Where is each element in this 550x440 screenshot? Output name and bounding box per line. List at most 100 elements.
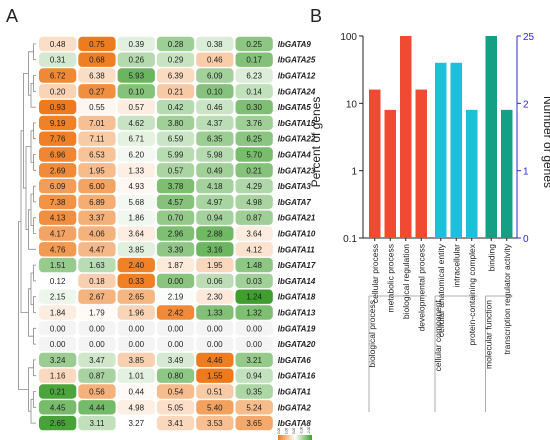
- heatmap-cell-value: 5.93: [128, 72, 144, 81]
- heatmap-cell-value: 0.48: [50, 40, 66, 49]
- go-category-label: biological regulation: [401, 244, 411, 319]
- heatmap-cell-value: 6.72: [50, 72, 66, 81]
- heatmap-cell: [235, 36, 273, 52]
- heatmap-cell-value: 2.65: [50, 419, 66, 428]
- heatmap-cell-value: 4.57: [168, 198, 184, 207]
- go-category-label: intracellular: [451, 244, 461, 288]
- heatmap-cell-value: 5.40: [207, 403, 223, 412]
- heatmap-cell-value: 0.31: [50, 56, 66, 65]
- heatmap-cell-value: 0.51: [207, 388, 223, 397]
- heatmap-cell: [196, 131, 234, 146]
- heatmap-cell-value: 7.38: [50, 198, 66, 207]
- go-group-brackets: biological process cellular component mole…: [367, 295, 513, 412]
- legend-tick-label: 0.00: [292, 428, 296, 434]
- y-tick-label-right: 25: [523, 32, 535, 43]
- heatmap-cell-value: 0.12: [50, 277, 66, 286]
- heatmap-cell: [78, 242, 116, 257]
- dendrogram-branch: [33, 359, 36, 377]
- dendrogram-branch: [33, 75, 36, 92]
- heatmap-cell-value: 4.45: [50, 403, 66, 412]
- heatmap-row-label: IbGATA17: [278, 261, 316, 270]
- heatmap-cell: [156, 194, 195, 210]
- heatmap: 0.48 0.75 0.39 0.28 0.38 0.25 0.31 0.68 0.26 0.29…: [39, 36, 273, 431]
- heatmap-cell-value: 0.26: [128, 56, 144, 65]
- heatmap-cell-value: 0.10: [207, 87, 223, 96]
- go-group-label: biological process: [367, 300, 377, 368]
- heatmap-row-label: IbGATA24: [278, 87, 316, 96]
- heatmap-cell-value: 4.46: [207, 356, 223, 365]
- heatmap-cell-value: 0.35: [246, 388, 262, 397]
- y-tick-label-left: 10: [346, 99, 358, 110]
- heatmap-cell: [39, 194, 77, 210]
- dendrogram-branch: [33, 296, 36, 313]
- heatmap-cell: [39, 99, 77, 115]
- heatmap-cell-value: 0.25: [246, 40, 262, 49]
- heatmap-cell: [78, 36, 116, 52]
- heatmap-cell-value: 0.00: [168, 340, 184, 349]
- heatmap-cell-value: 0.18: [89, 277, 105, 286]
- heatmap-cell-value: 4.06: [89, 230, 105, 239]
- heatmap-cell-value: 4.17: [50, 230, 66, 239]
- heatmap-cell: [156, 210, 195, 225]
- heatmap-cell-value: 3.64: [246, 230, 262, 239]
- heatmap-row-label: IbGATA11: [278, 245, 315, 254]
- heatmap-cell-value: 6.09: [50, 182, 66, 191]
- heatmap-cell-value: 1.96: [128, 309, 144, 318]
- heatmap-cell: [78, 210, 116, 225]
- heatmap-cell-value: 0.00: [168, 324, 184, 333]
- heatmap-cell: [196, 289, 234, 304]
- heatmap-cell: [235, 194, 273, 210]
- go-category-label: transcription regulator activity: [502, 243, 512, 354]
- go-category-label: cellular anatomical entity: [436, 243, 446, 337]
- heatmap-cell: [156, 36, 195, 52]
- heatmap-cell-value: 5.70: [246, 151, 262, 160]
- heatmap-cell-value: 6.20: [128, 151, 144, 160]
- heatmap-cell-value: 0.55: [89, 103, 105, 112]
- heatmap-cell: [156, 321, 195, 336]
- heatmap-cell-value: 0.87: [246, 214, 262, 223]
- heatmap-cell-value: 6.96: [50, 151, 66, 160]
- heatmap-cell-value: 1.87: [168, 261, 184, 270]
- heatmap-cell: [39, 368, 77, 383]
- heatmap-cell-value: 0.00: [246, 324, 262, 333]
- heatmap-cell: [235, 400, 273, 415]
- heatmap-row-label: IbGATA7: [278, 198, 312, 207]
- heatmap-cell-value: 0.21: [168, 87, 184, 96]
- heatmap-cell-value: 6.38: [89, 72, 105, 81]
- heatmap-cell-value: 4.76: [50, 245, 66, 254]
- go-bar: [415, 89, 427, 238]
- heatmap-cell: [117, 273, 155, 289]
- heatmap-color-legend: 2.00 1.00 0.00 -1.00 -2.00: [277, 427, 312, 440]
- heatmap-cell: [39, 210, 77, 225]
- heatmap-cell: [235, 242, 273, 257]
- heatmap-cell-value: 0.70: [168, 214, 184, 223]
- heatmap-cell-value: 0.42: [168, 103, 184, 112]
- heatmap-cell: [235, 352, 273, 368]
- heatmap-cell: [117, 52, 155, 67]
- heatmap-cell: [235, 147, 273, 162]
- heatmap-row-label: IbGATA4: [278, 151, 312, 160]
- heatmap-cell: [156, 163, 195, 178]
- heatmap-cell-value: 9.19: [50, 119, 66, 128]
- heatmap-cell: [78, 68, 116, 83]
- heatmap-cell-value: 4.13: [50, 214, 66, 223]
- heatmap-cell: [196, 384, 234, 399]
- heatmap-cell-value: 5.68: [128, 198, 144, 207]
- go-bar: [369, 89, 381, 238]
- heatmap-cell-value: 1.51: [50, 261, 66, 270]
- panel-a-letter: A: [6, 6, 18, 26]
- dendrogram-branch: [33, 154, 36, 171]
- heatmap-row-label: IbGATA1: [278, 388, 312, 397]
- heatmap-row-label: IbGATA5: [278, 103, 312, 112]
- heatmap-cell: [196, 194, 234, 210]
- heatmap-cell: [235, 384, 273, 399]
- heatmap-cell: [196, 257, 234, 273]
- heatmap-cell-value: 3.16: [207, 245, 223, 254]
- dendrogram-branch: [33, 327, 36, 345]
- heatmap-cell-value: 0.27: [89, 87, 105, 96]
- heatmap-cell-value: 4.47: [89, 245, 105, 254]
- heatmap-cell-value: 3.65: [246, 419, 262, 428]
- heatmap-cell: [78, 115, 116, 131]
- y-axis-left-title: Percent of genes: [309, 97, 323, 188]
- y-tick-label-left: 0.1: [343, 234, 357, 245]
